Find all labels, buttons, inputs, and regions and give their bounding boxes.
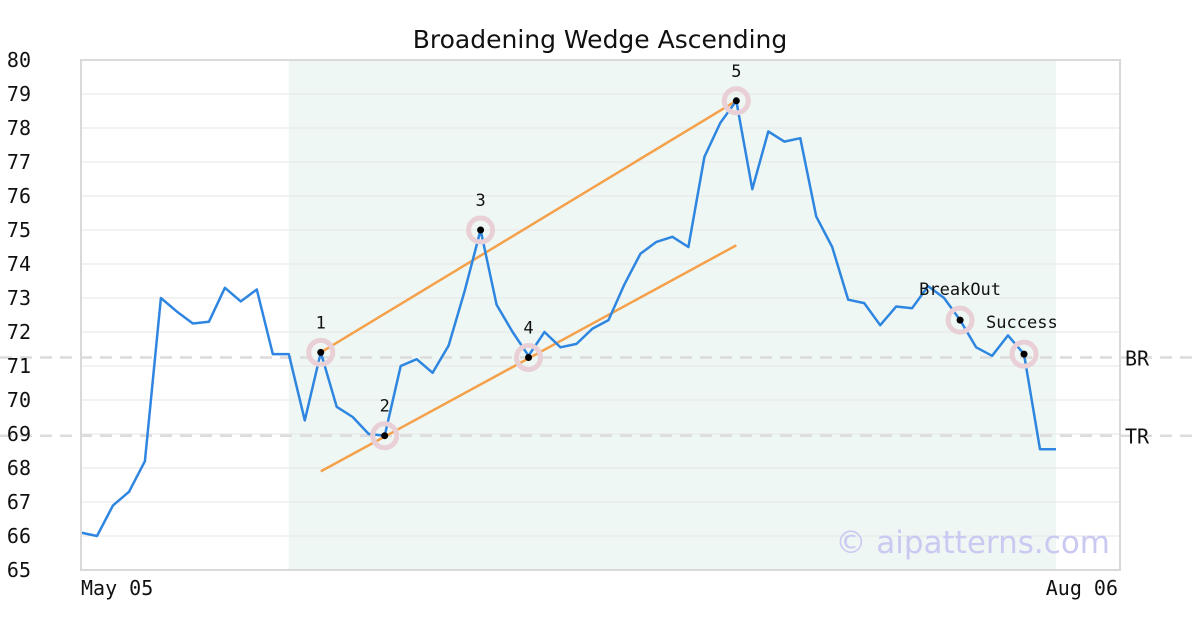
pattern-point-ring bbox=[514, 343, 544, 372]
annotation-point-dot bbox=[956, 316, 964, 324]
y-tick-label: 65 bbox=[7, 558, 31, 582]
pattern-point-ring bbox=[721, 86, 751, 116]
y-tick-label: 76 bbox=[7, 184, 31, 208]
y-tick-label: 78 bbox=[7, 116, 31, 140]
pattern-point-ring bbox=[370, 421, 400, 451]
pattern-point-ring bbox=[306, 337, 336, 367]
y-tick-label: 71 bbox=[7, 354, 31, 378]
pattern-point-dot bbox=[477, 226, 485, 234]
y-tick-label: 75 bbox=[7, 218, 31, 242]
annotation-label: Success bbox=[986, 313, 1058, 333]
trend-line bbox=[320, 99, 737, 354]
annotation-point-ring bbox=[945, 305, 975, 335]
y-tick-label: 69 bbox=[7, 422, 31, 446]
pattern-point-ring bbox=[466, 215, 496, 245]
y-tick-label: 66 bbox=[7, 524, 31, 548]
pattern-point-dot bbox=[317, 348, 325, 356]
x-tick-label: May 05 bbox=[81, 576, 153, 600]
y-tick-label: 67 bbox=[7, 490, 31, 514]
y-tick-label: 77 bbox=[7, 150, 31, 174]
reference-label: TR bbox=[1125, 425, 1150, 449]
pattern-region bbox=[288, 60, 1057, 570]
x-tick-label: Aug 06 bbox=[1046, 576, 1118, 600]
y-tick-label: 68 bbox=[7, 456, 31, 480]
pattern-point-dot bbox=[381, 432, 389, 440]
y-tick-label: 80 bbox=[7, 48, 31, 72]
price-series-line bbox=[80, 99, 1056, 538]
pattern-point-label: 1 bbox=[316, 313, 326, 333]
y-tick-label: 73 bbox=[7, 286, 31, 310]
annotation-label: BreakOut bbox=[919, 280, 1001, 300]
pattern-point-label: 5 bbox=[731, 62, 741, 82]
plot-frame bbox=[80, 59, 1121, 571]
chart-title: Broadening Wedge Ascending bbox=[413, 25, 788, 54]
pattern-point-dot bbox=[732, 97, 740, 105]
y-tick-label: 79 bbox=[7, 82, 31, 106]
pattern-point-label: 4 bbox=[523, 319, 533, 339]
pattern-point-dot bbox=[525, 354, 533, 361]
reference-label: BR bbox=[1125, 347, 1150, 371]
y-tick-label: 72 bbox=[7, 320, 31, 344]
watermark: © aipatterns.com bbox=[835, 525, 1110, 561]
y-tick-label: 70 bbox=[7, 388, 31, 412]
y-tick-label: 74 bbox=[7, 252, 31, 276]
annotation-point-dot bbox=[1020, 350, 1028, 358]
pattern-point-label: 2 bbox=[380, 397, 390, 417]
annotation-point-ring bbox=[1009, 339, 1039, 369]
pattern-point-label: 3 bbox=[475, 191, 485, 211]
